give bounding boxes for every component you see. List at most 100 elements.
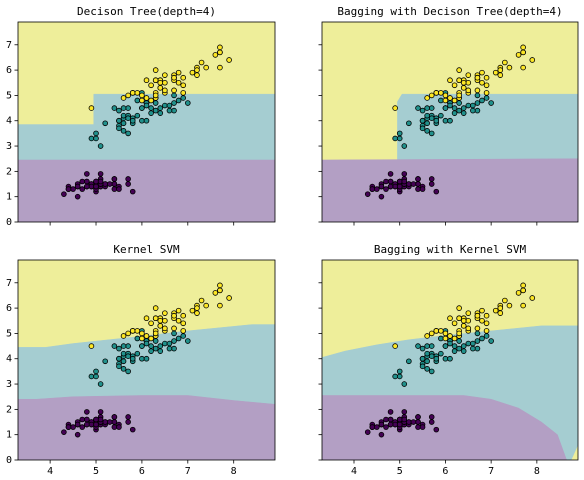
data-point <box>474 100 481 106</box>
data-point <box>185 338 191 344</box>
data-point <box>139 105 145 111</box>
data-point <box>120 120 127 127</box>
data-point <box>93 421 99 428</box>
data-point <box>217 302 223 309</box>
data-point <box>465 317 472 324</box>
data-point <box>497 67 504 73</box>
data-point <box>143 77 150 84</box>
data-point <box>474 74 481 81</box>
data-point <box>515 52 522 58</box>
data-point <box>162 72 168 78</box>
data-point <box>419 355 426 362</box>
data-point <box>143 315 150 322</box>
data-point <box>378 183 385 190</box>
data-point <box>369 186 376 192</box>
data-point <box>447 102 453 109</box>
data-point <box>442 330 449 337</box>
data-point <box>125 181 131 187</box>
data-point <box>152 92 159 99</box>
data-point <box>139 117 145 124</box>
data-point <box>515 290 522 296</box>
data-point <box>456 345 462 352</box>
data-point <box>474 107 481 114</box>
data-point <box>120 333 127 339</box>
points <box>364 44 536 200</box>
data-point <box>226 57 232 63</box>
y-tick-label: 5 <box>6 90 12 101</box>
data-point <box>129 328 136 334</box>
data-point <box>217 49 223 56</box>
data-point <box>424 366 430 372</box>
data-point <box>189 307 196 314</box>
data-point <box>74 431 81 438</box>
data-point <box>428 115 435 122</box>
data-point <box>93 416 99 423</box>
data-point <box>470 107 476 114</box>
y-tick-label: 6 <box>6 303 12 314</box>
data-point <box>111 176 118 182</box>
data-point <box>483 312 490 319</box>
data-point <box>415 343 421 349</box>
data-point <box>419 107 426 114</box>
data-point <box>116 345 122 352</box>
data-point <box>419 117 426 124</box>
data-point <box>396 421 403 428</box>
data-point <box>65 424 72 430</box>
data-point <box>198 297 205 304</box>
data-point <box>442 335 449 342</box>
y-tick-label: 0 <box>6 217 12 228</box>
data-point <box>143 102 150 109</box>
data-point <box>438 90 444 96</box>
y-tick-label: 7 <box>6 40 12 51</box>
data-point <box>162 102 168 109</box>
data-point <box>93 373 99 380</box>
data-point <box>456 92 462 99</box>
data-point <box>139 97 145 104</box>
data-point <box>111 419 118 425</box>
data-point <box>387 409 394 415</box>
data-point <box>143 333 150 339</box>
data-point <box>217 287 223 294</box>
data-point <box>194 72 200 78</box>
data-point <box>88 373 95 380</box>
data-point <box>125 92 131 99</box>
data-point <box>203 302 209 309</box>
data-point <box>465 310 472 316</box>
data-point <box>460 323 467 329</box>
x-tick-label: 6 <box>139 466 145 477</box>
data-point <box>456 77 462 84</box>
data-point <box>180 74 187 81</box>
data-point <box>392 421 398 428</box>
data-point <box>162 325 168 332</box>
data-point <box>474 325 481 332</box>
data-point <box>424 105 430 111</box>
y-tick-label: 6 <box>6 65 12 76</box>
data-point <box>65 186 72 192</box>
data-point <box>506 64 513 71</box>
data-point <box>152 67 159 73</box>
data-point <box>93 130 99 137</box>
data-point <box>502 297 508 304</box>
data-point <box>97 409 104 415</box>
data-point <box>460 348 467 354</box>
data-point <box>447 315 453 322</box>
data-point <box>442 105 449 111</box>
data-point <box>470 102 476 109</box>
data-point <box>171 92 177 99</box>
data-point <box>102 358 108 365</box>
data-point <box>410 419 417 425</box>
data-point <box>74 193 81 200</box>
data-point <box>460 343 467 349</box>
data-point <box>84 183 90 190</box>
data-point <box>125 130 131 137</box>
data-point <box>129 188 136 195</box>
data-point <box>134 350 141 357</box>
data-point <box>129 117 136 124</box>
y-tick-label: 1 <box>6 430 12 441</box>
x-tick-label: 5 <box>397 466 403 477</box>
x-tick-label: 7 <box>185 466 191 477</box>
data-point <box>97 171 104 177</box>
data-point <box>424 120 430 127</box>
data-point <box>111 414 118 420</box>
data-point <box>451 348 458 354</box>
